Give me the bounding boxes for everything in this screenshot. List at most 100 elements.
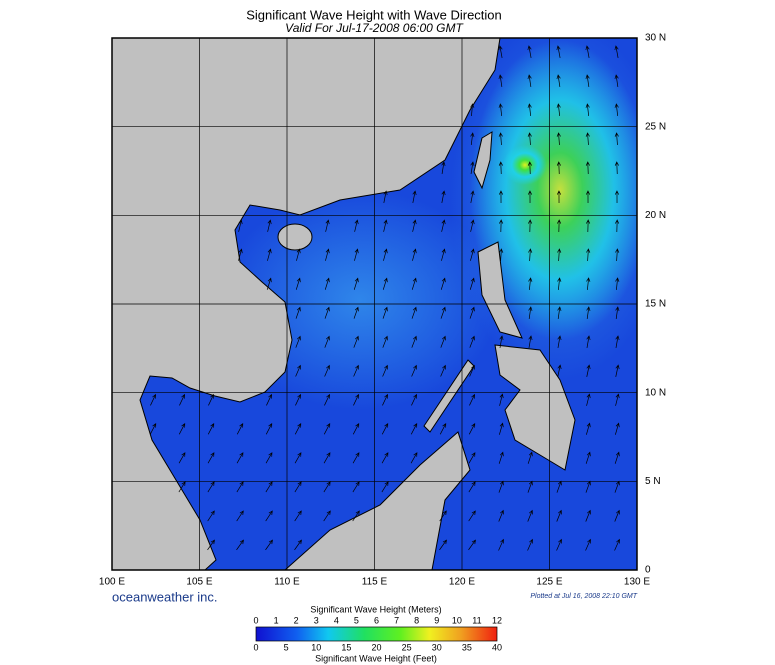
meters-tick-label: 3: [314, 615, 319, 625]
wave-arrow: [295, 306, 301, 319]
wave-arrow: [498, 74, 503, 87]
land: [112, 38, 576, 570]
lon-label: 125 E: [536, 577, 562, 588]
wave-arrow: [527, 538, 533, 551]
wave-arrow: [178, 452, 186, 464]
meters-tick-label: 10: [452, 615, 462, 625]
wave-arrow: [382, 335, 388, 348]
wave-arrow: [381, 422, 389, 435]
wave-arrow: [410, 422, 418, 435]
wave-arrow: [295, 393, 301, 406]
wave-arrow: [178, 481, 186, 493]
wave-arrow: [468, 422, 476, 435]
wave-arrow: [615, 364, 620, 377]
wave-arrow: [556, 161, 561, 175]
meters-tick-label: 4: [334, 615, 339, 625]
arrows: [149, 45, 620, 551]
wave-arrow: [352, 452, 360, 464]
mainland: [112, 38, 501, 570]
wave-arrow: [324, 277, 330, 290]
wave-arrow: [353, 277, 359, 290]
wave-arrow: [354, 248, 359, 261]
wave-arrow: [586, 335, 591, 348]
wave-arrow: [470, 161, 475, 174]
wave-arrow: [324, 335, 330, 348]
feet-tick-label: 15: [341, 642, 351, 652]
wave-arrow: [586, 219, 591, 233]
wave-arrow: [614, 74, 619, 87]
wave-arrow: [440, 306, 446, 319]
wave-arrow: [236, 422, 244, 435]
wave-arrow: [585, 132, 590, 146]
wave-arrow: [382, 393, 388, 406]
meters-tick-label: 6: [374, 615, 379, 625]
wave-arrow: [585, 538, 591, 551]
wave-arrow: [325, 248, 330, 261]
wave-arrow: [585, 74, 590, 87]
wave-arrow: [236, 510, 244, 522]
meters-tick-label: 2: [294, 615, 299, 625]
wave-arrow: [324, 364, 330, 377]
wave-arrow: [468, 452, 476, 464]
feet-tick-label: 5: [284, 642, 289, 652]
sea-peak: [503, 145, 547, 185]
lon-label: 105 E: [186, 577, 212, 588]
plot-time: Plotted at Jul 16, 2008 22:10 GMT: [530, 593, 637, 600]
wave-arrow: [178, 422, 186, 435]
colorbar: [255, 626, 498, 642]
wave-arrow: [499, 335, 504, 348]
lat-label: 5 N: [645, 476, 661, 487]
wave-arrow: [207, 422, 215, 435]
graticule: [112, 38, 637, 570]
wave-arrow: [265, 510, 273, 522]
wave-arrow: [469, 306, 475, 319]
palawan: [423, 359, 475, 433]
wave-arrow: [556, 190, 562, 204]
wave-arrow: [265, 481, 273, 493]
wave-arrow: [499, 422, 504, 435]
wave-arrow: [614, 538, 620, 551]
wave-arrow: [324, 306, 330, 319]
wave-arrow: [469, 277, 475, 290]
wave-arrow: [528, 277, 533, 291]
wave-arrow: [294, 422, 302, 435]
luzon: [477, 241, 523, 339]
wave-arrow: [557, 306, 562, 319]
wave-arrow: [586, 248, 591, 262]
wave-arrow: [557, 335, 562, 348]
wave-arrow: [149, 422, 157, 435]
wave-arrow: [469, 364, 475, 377]
wave-arrow: [179, 393, 185, 406]
wave-arrow: [265, 422, 273, 435]
wave-arrow: [411, 393, 417, 406]
wave-arrow: [527, 74, 532, 87]
meters-tick-label: 9: [434, 615, 439, 625]
title: Significant Wave Height with Wave Direct…: [246, 7, 502, 22]
wave-arrow: [470, 103, 475, 117]
wave-arrow: [236, 452, 244, 464]
wave-arrow: [412, 190, 417, 203]
wave-arrow: [498, 103, 503, 117]
wave-arrow: [441, 219, 446, 232]
borneo: [284, 431, 471, 570]
lat-label: 20 N: [645, 210, 666, 221]
wave-arrow: [381, 481, 389, 493]
wave-arrow: [295, 335, 301, 348]
wave-arrow: [382, 277, 388, 290]
wave-arrow: [411, 277, 417, 290]
wave-arrow: [557, 364, 562, 377]
wave-arrow: [352, 481, 360, 493]
wave-arrow: [498, 132, 503, 146]
meters-tick-label: 5: [354, 615, 359, 625]
wave-arrow: [266, 277, 272, 290]
wave-arrow: [353, 393, 359, 406]
wave-arrow: [556, 538, 562, 551]
wave-arrow: [615, 422, 620, 435]
wave-arrow: [410, 452, 418, 464]
lon-label: 130 E: [624, 577, 650, 588]
wave-arrow: [411, 306, 417, 319]
wave-arrow: [556, 74, 561, 87]
meters-tick-label: 11: [472, 615, 481, 625]
colorbar-ticks: 0 1 2 3 4 5 6 7 8 9 10 11 120 5 10 15 20 25 30 35 40: [253, 615, 502, 652]
